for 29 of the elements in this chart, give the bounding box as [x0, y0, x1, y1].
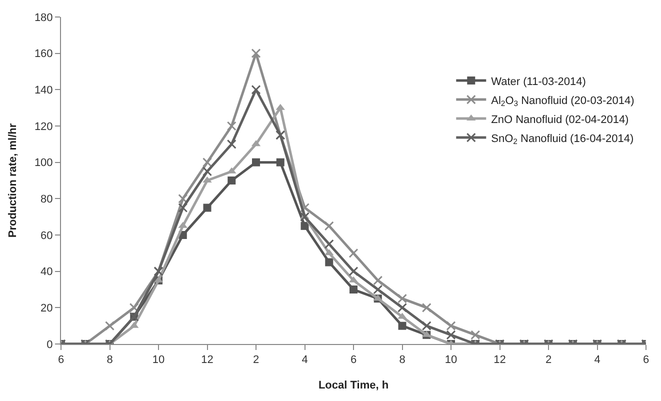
- x-tick-label: 10: [444, 354, 458, 366]
- y-tick-label: 100: [34, 157, 53, 170]
- x-tick-label: 8: [399, 354, 406, 366]
- y-tick-label: 40: [40, 266, 53, 278]
- x-tick-label: 6: [58, 354, 64, 366]
- legend-label: ZnO Nanofluid (02-04-2014): [491, 114, 629, 126]
- x-tick-label: 2: [252, 354, 260, 366]
- y-tick-label: 180: [34, 12, 53, 24]
- x-tick-label: 12: [494, 354, 506, 366]
- x-tick-label: 6: [350, 354, 357, 366]
- x-axis-title: Local Time, h: [318, 379, 389, 392]
- y-tick-label: 140: [34, 84, 53, 97]
- y-tick-label: 60: [40, 230, 53, 242]
- x-tick-label: 4: [302, 354, 308, 366]
- x-tick-label: 4: [594, 354, 600, 366]
- x-tick-label: 10: [152, 354, 165, 366]
- legend-label: SnO$_{2}$ Nanofluid (16-04-2014): [491, 132, 634, 146]
- y-tick-label: 120: [34, 120, 53, 133]
- x-tick-label: 8: [106, 354, 113, 366]
- legend-label: Al$_{2}$O$_{3}$ Nanofluid (20-03-2014): [491, 94, 634, 108]
- legend-label: Water (11-03-2014): [491, 76, 586, 88]
- y-tick-label: 160: [34, 48, 53, 60]
- y-tick-label: 80: [40, 194, 53, 206]
- x-tick-label: 2: [545, 354, 552, 366]
- y-axis-title: Production rate, ml/hr: [7, 122, 20, 238]
- x-tick-label: 12: [201, 354, 214, 366]
- y-tick-label: 0: [46, 338, 53, 351]
- x-tick-label: 6: [642, 354, 650, 366]
- y-tick-label: 20: [40, 302, 53, 315]
